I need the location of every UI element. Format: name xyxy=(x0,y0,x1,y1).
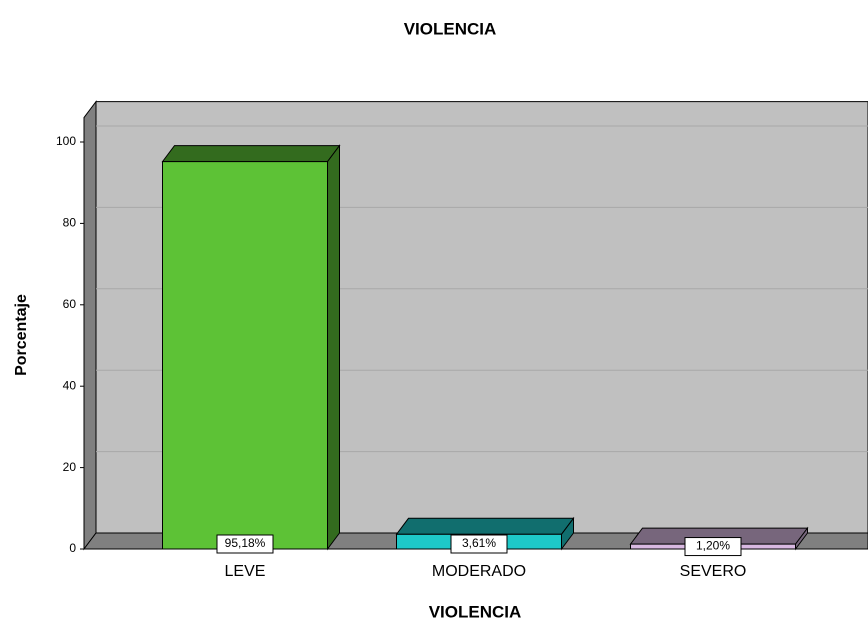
value-label: 95,18% xyxy=(225,536,266,550)
value-label-box xyxy=(450,534,508,554)
x-tick-label: SEVERO xyxy=(680,563,747,580)
chart-title: VIOLENCIA xyxy=(404,19,497,38)
bar-top xyxy=(161,145,341,163)
y-tick-label: 40 xyxy=(63,378,77,392)
bar-side xyxy=(327,144,340,551)
y-tick-label: 80 xyxy=(63,216,77,230)
value-label-box xyxy=(216,534,274,554)
y-axis-title: Porcentaje xyxy=(13,294,30,376)
bar xyxy=(162,161,328,550)
y-tick-label: 100 xyxy=(56,134,76,148)
x-axis-title: VIOLENCIA xyxy=(429,602,522,621)
value-label: 3,61% xyxy=(462,536,496,550)
y-tick-label: 60 xyxy=(63,297,77,311)
value-label: 1,20% xyxy=(696,539,730,553)
x-tick-label: LEVE xyxy=(225,563,266,580)
y-tick-label: 20 xyxy=(63,460,77,474)
y-tick-label: 0 xyxy=(69,541,76,555)
value-label-box xyxy=(684,537,742,557)
left-wall xyxy=(83,100,97,551)
bar-top xyxy=(395,517,575,535)
x-tick-label: MODERADO xyxy=(432,563,526,580)
